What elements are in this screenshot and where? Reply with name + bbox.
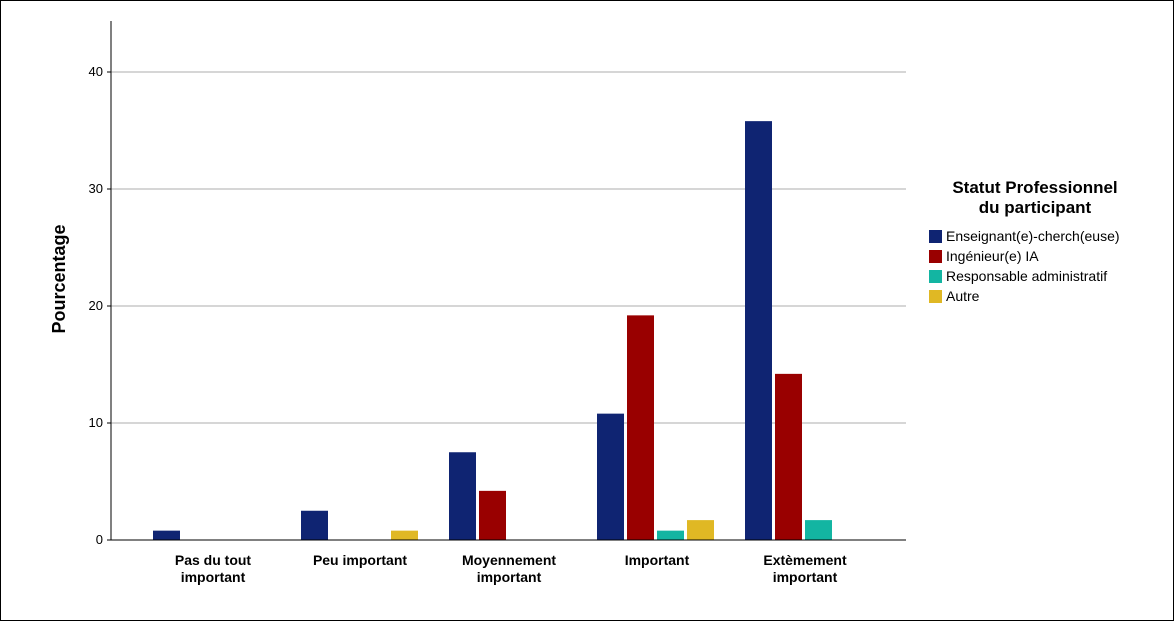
- y-axis-title: Pourcentage: [49, 224, 69, 333]
- legend-swatch: [929, 249, 942, 263]
- x-category-label: important: [773, 569, 838, 585]
- bar: [657, 530, 684, 540]
- bar: [449, 452, 476, 540]
- bar: [479, 490, 506, 540]
- y-axis-ticks: 0 10 20 30 40: [89, 64, 111, 547]
- bar: [627, 315, 654, 540]
- x-category-label: Important: [625, 552, 690, 568]
- legend-swatch: [929, 229, 942, 243]
- x-category-label: Pas du tout: [175, 552, 252, 568]
- bar: [805, 520, 832, 540]
- bar: [687, 520, 714, 540]
- legend-items: Enseignant(e)-cherch(euse) Ingénieur(e) I…: [919, 226, 1173, 306]
- legend-label: Autre: [946, 288, 980, 304]
- y-tick-label: 40: [89, 64, 103, 79]
- y-tick-label: 10: [89, 415, 103, 430]
- legend-label: Responsable administratif: [946, 268, 1108, 284]
- legend-item: Enseignant(e)-cherch(euse): [929, 226, 1173, 246]
- x-category-label: important: [477, 569, 542, 585]
- legend-label: Ingénieur(e) IA: [946, 248, 1039, 264]
- legend-swatch: [929, 289, 942, 303]
- legend-title-line: du participant: [978, 198, 1092, 217]
- legend: Statut Professionnel du participant Ense…: [919, 178, 1173, 306]
- x-category-label: Peu important: [313, 552, 407, 568]
- legend-item: Responsable administratif: [929, 266, 1173, 286]
- legend-item: Ingénieur(e) IA: [929, 246, 1173, 266]
- legend-title-line: Statut Professionnel: [952, 178, 1118, 197]
- bar: [391, 530, 418, 540]
- bars: [153, 121, 832, 540]
- x-category-label: Extèmement: [763, 552, 847, 568]
- x-category-label: important: [181, 569, 246, 585]
- bar: [775, 373, 802, 540]
- grid-lines: [111, 71, 906, 424]
- bar: [597, 413, 624, 540]
- y-tick-label: 0: [96, 532, 103, 547]
- legend-swatch: [929, 269, 942, 283]
- legend-label: Enseignant(e)-cherch(euse): [946, 228, 1120, 244]
- legend-title: Statut Professionnel du participant: [925, 178, 1145, 218]
- y-tick-label: 30: [89, 181, 103, 196]
- y-tick-label: 20: [89, 298, 103, 313]
- bar: [301, 510, 328, 540]
- legend-item: Autre: [929, 286, 1173, 306]
- bar: [745, 121, 772, 540]
- bar: [153, 530, 180, 540]
- x-category-label: Moyennement: [462, 552, 556, 568]
